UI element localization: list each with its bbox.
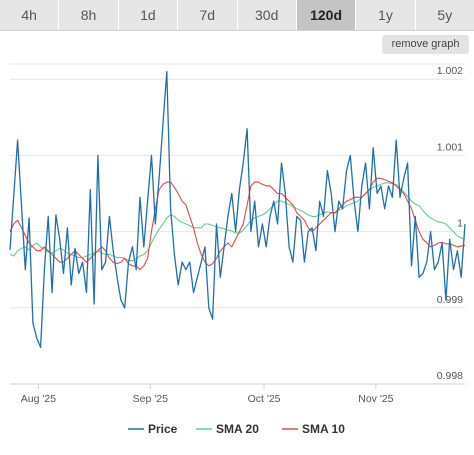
remove-graph-button[interactable]: remove graph [382, 35, 469, 54]
series-lines [9, 70, 466, 349]
tab-1d[interactable]: 1d [119, 0, 179, 30]
tab-30d[interactable]: 30d [238, 0, 297, 30]
legend-label: SMA 10 [302, 422, 345, 436]
tab-8h[interactable]: 8h [59, 0, 119, 30]
legend-label: Price [148, 422, 178, 436]
timeframe-tabs: 4h 8h 1d 7d 30d 120d 1y 5y [0, 0, 474, 31]
legend-item-price[interactable]: Price [128, 422, 178, 436]
x-tick-label: Sep '25 [133, 393, 168, 405]
y-tick-label: 1 [457, 218, 463, 230]
tab-1y[interactable]: 1y [356, 0, 416, 30]
legend-item-sma-10[interactable]: SMA 10 [282, 422, 345, 436]
legend-item-sma-20[interactable]: SMA 20 [196, 422, 259, 436]
series-line-sma-10 [9, 177, 466, 271]
tab-7d[interactable]: 7d [178, 0, 238, 30]
grid-lines [10, 63, 465, 385]
legend[interactable]: Price SMA 20 SMA 10 [128, 422, 345, 436]
x-tick-label: Oct '25 [248, 393, 281, 405]
y-tick-label: 0.998 [437, 370, 463, 382]
x-axis-ticks: Aug '25 Sep '25 Oct '25 Nov '25 [21, 384, 394, 405]
x-tick-label: Nov '25 [358, 393, 393, 405]
y-tick-label: 0.999 [437, 294, 463, 306]
y-tick-label: 1.002 [437, 65, 463, 77]
x-tick-label: Aug '25 [21, 393, 56, 405]
tab-120d[interactable]: 120d [296, 0, 357, 30]
tab-5y[interactable]: 5y [437, 7, 453, 23]
y-axis-ticks: 0.998 0.999 1 1.001 1.002 [437, 65, 463, 382]
legend-label: SMA 20 [216, 422, 259, 436]
series-line-sma-20 [9, 182, 466, 262]
y-tick-label: 1.001 [437, 141, 463, 153]
series-line-price [9, 70, 466, 349]
tab-4h[interactable]: 4h [0, 0, 60, 30]
